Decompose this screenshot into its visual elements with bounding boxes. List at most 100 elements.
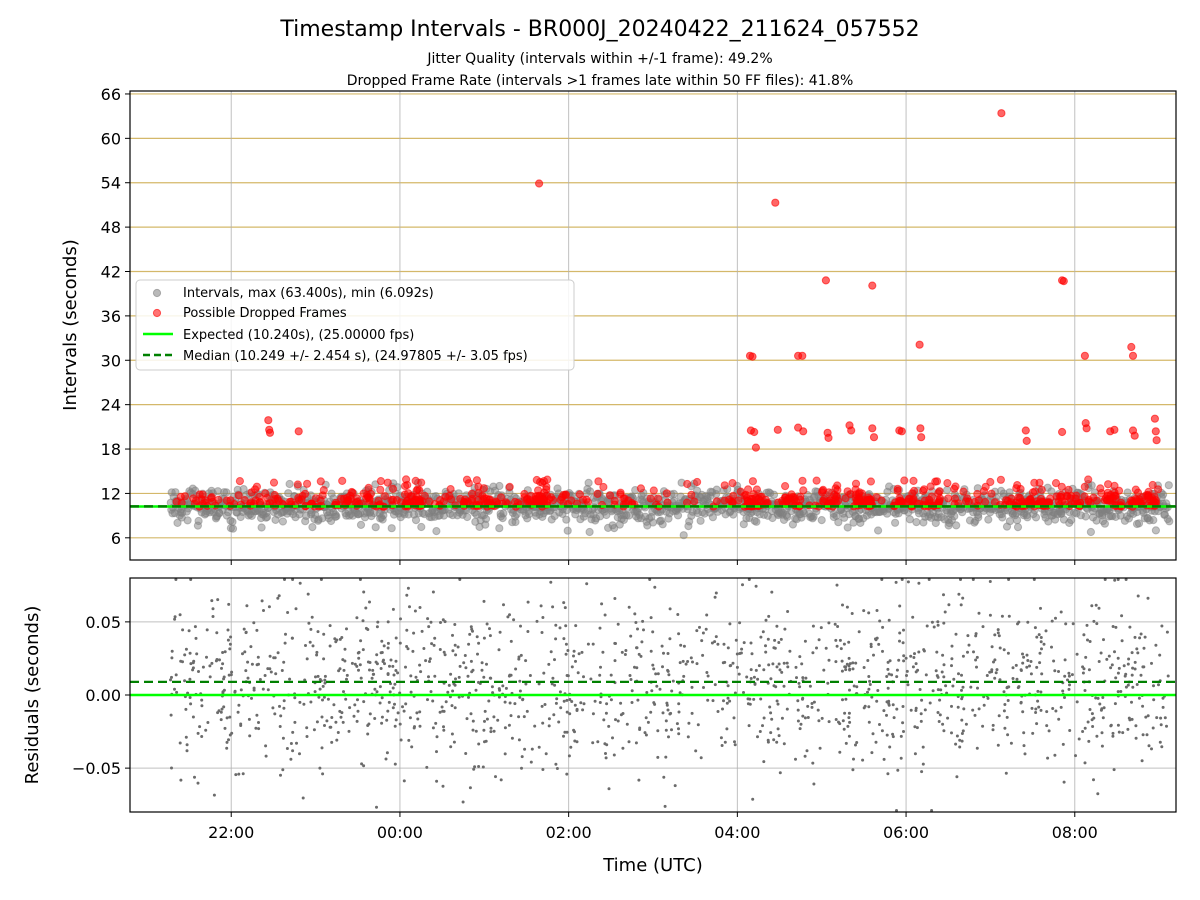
residual-point [981,625,985,629]
residual-point [266,688,270,692]
residual-point [895,707,899,711]
residual-point [899,756,903,760]
residual-point [353,703,357,707]
interval-point [673,511,683,520]
residual-point [628,674,632,677]
residual-point [305,657,309,661]
residual-point [667,735,670,739]
residual-point [818,746,822,750]
residual-point [276,596,280,600]
residual-point [805,749,809,753]
residual-point [412,631,416,635]
residual-point [262,609,265,612]
residual-point [498,688,502,692]
residual-point [677,732,681,736]
intervals-axes-frame [129,90,1177,561]
residual-point [568,712,572,716]
residual-point [798,685,802,689]
residual-point [257,721,260,724]
residual-point [762,716,766,720]
residual-point [339,715,343,719]
residual-point [225,740,229,744]
residual-point [746,697,750,701]
residual-point [375,805,378,809]
residual-point [523,747,527,751]
dropped-frame-point [981,497,990,507]
residual-point [870,751,874,755]
residual-point [281,736,285,740]
residual-point [312,728,316,732]
residual-point [920,698,924,702]
residual-point [1052,659,1056,663]
residual-point [764,618,768,622]
residual-point [694,749,698,753]
residual-point [912,656,916,659]
residual-point [399,617,402,621]
residual-point [887,618,891,622]
residual-point [961,729,965,733]
residual-point [1103,578,1107,581]
dropped-frame-point [388,484,398,493]
residual-point [285,747,289,750]
residual-point [1144,715,1148,719]
residual-point [1054,616,1057,620]
residual-point [254,726,258,730]
residual-point [258,678,262,681]
intervals-ytick-label: 36 [101,307,121,326]
residual-point [1124,672,1128,676]
dropped-frame-point [359,489,368,498]
residual-point [1000,614,1004,618]
residual-point [936,620,940,624]
interval-point [584,478,593,487]
dropped-frame-point [919,486,928,495]
residual-point [854,743,857,747]
residual-point [264,744,268,748]
residual-point [404,702,408,706]
residual-point [845,605,849,609]
residual-point [649,616,653,620]
residual-point [661,711,665,715]
residual-point [191,661,195,665]
residual-point [867,720,871,724]
residual-point [764,650,768,654]
residual-point [244,669,248,673]
residual-point [593,699,597,703]
residual-point [648,578,652,581]
residual-point [614,642,617,645]
residual-point [488,676,492,680]
dropped-frame-point [646,494,655,503]
residual-point [371,668,375,672]
residual-point [181,628,185,632]
residual-point [358,578,362,581]
dropped-frame-point [927,492,936,501]
interval-point [463,512,472,522]
residual-point [891,732,895,736]
residual-point [316,674,320,678]
residual-point [1038,661,1042,665]
residual-point [644,716,648,720]
residual-point [812,782,816,786]
residual-point [630,689,634,693]
residual-point [328,725,332,729]
residual-point [1054,709,1058,713]
residual-point [982,703,986,707]
residual-point [471,629,474,633]
residual-point [535,619,539,623]
dropped-frame-point [620,494,629,503]
residual-point [838,750,842,754]
residual-point [656,755,660,759]
residual-point [237,772,241,776]
residual-point [720,744,724,747]
residual-point [359,676,363,680]
interval-point [1031,513,1041,522]
residual-point [935,650,939,654]
residual-point [298,752,301,756]
residual-point [656,672,660,676]
residual-point [623,653,627,656]
residual-point [947,603,951,607]
residual-point [497,648,501,652]
residual-point [343,647,347,651]
residual-point [559,706,563,710]
residual-point [1116,723,1120,727]
residual-point [337,669,341,673]
